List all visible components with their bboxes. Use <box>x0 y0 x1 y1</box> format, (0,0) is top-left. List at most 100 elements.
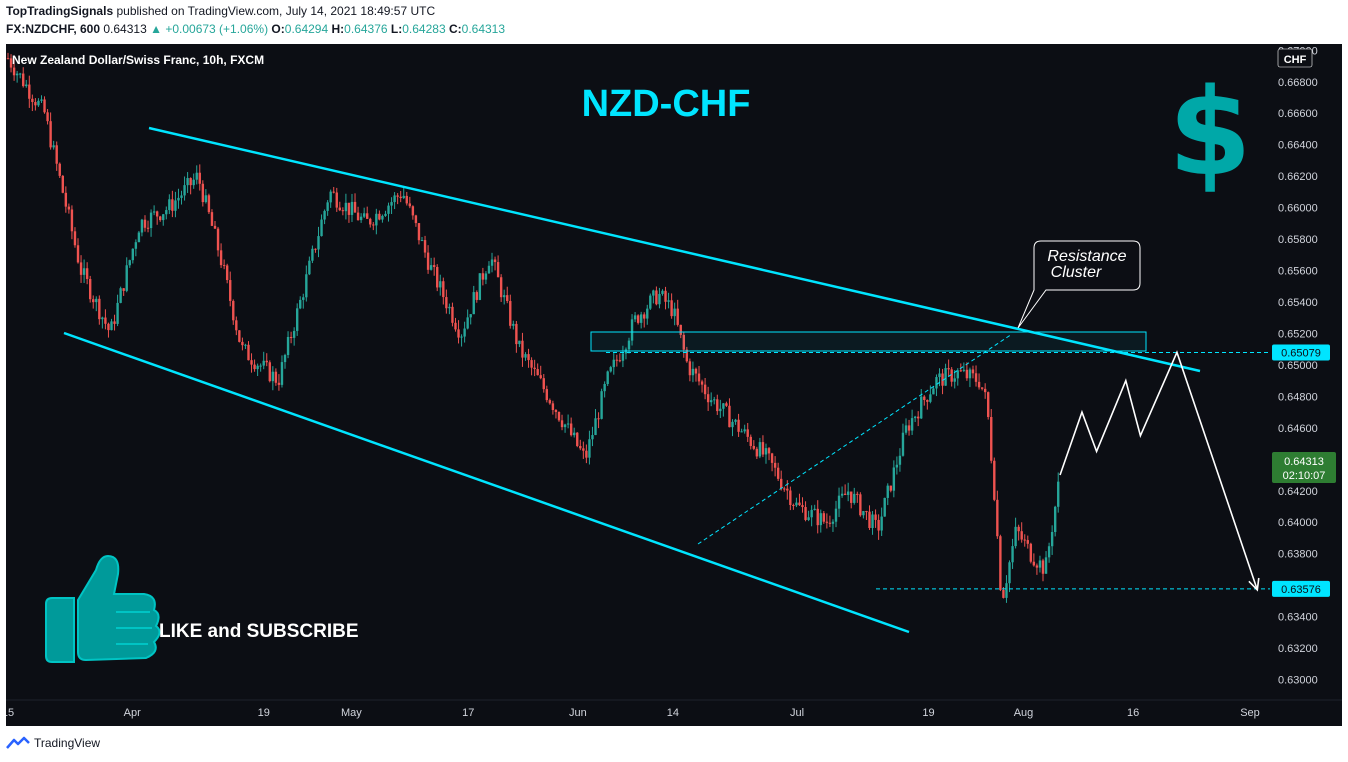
resistance-zone[interactable] <box>590 331 1147 352</box>
candle-body-63 <box>198 172 201 184</box>
thumbs-up-icon[interactable] <box>45 554 161 663</box>
symbol-label: FX:NZDCHF, 600 <box>6 22 101 36</box>
low-value: 0.64283 <box>402 22 446 36</box>
candle-body-241 <box>740 431 743 433</box>
candle-body-25 <box>82 268 86 275</box>
candle-body-78 <box>244 344 247 346</box>
candle-body-240 <box>737 419 740 432</box>
candle-body-269 <box>825 521 829 523</box>
candle-body-229 <box>703 384 707 395</box>
candle-body-343 <box>1050 531 1054 547</box>
candle-body-38 <box>122 288 125 291</box>
candle-body-88 <box>274 371 278 383</box>
candle-body-160 <box>493 259 497 263</box>
projection-line[interactable] <box>1059 350 1259 591</box>
candle-body-225 <box>691 368 695 376</box>
candle-body-216 <box>664 290 667 302</box>
candle-body-286 <box>877 519 880 531</box>
publish-info: published on TradingView.com, July 14, 2… <box>116 4 436 18</box>
candle-body-247 <box>758 442 762 457</box>
candle-body-272 <box>834 508 838 522</box>
candle-body-139 <box>429 265 433 270</box>
candle-body-172 <box>530 360 533 368</box>
pair-heading: NZD-CHF <box>582 83 751 125</box>
candle-body-153 <box>472 292 475 315</box>
price-chart[interactable]: 0.670000.668000.666000.664000.662000.660… <box>6 44 1342 726</box>
candle-body-42 <box>134 242 138 249</box>
candle-body-270 <box>828 522 832 524</box>
candle-body-40 <box>128 260 131 266</box>
candle-body-200 <box>615 359 619 361</box>
candle-body-91 <box>283 355 287 363</box>
symbol-line: FX:NZDCHF, 600 0.64313 ▲ +0.00673 (+1.06… <box>6 22 505 36</box>
candle-body-245 <box>752 445 756 449</box>
candle-body-288 <box>883 497 886 517</box>
candle-body-335 <box>1026 540 1029 544</box>
candle-body-201 <box>618 360 622 362</box>
candle-body-7 <box>28 84 31 99</box>
candle-body-57 <box>180 195 183 198</box>
candle-body-150 <box>463 328 466 337</box>
candle-body-281 <box>862 511 865 516</box>
candle-body-192 <box>591 435 594 440</box>
candle-body-238 <box>731 421 734 428</box>
candle-body-199 <box>612 359 615 368</box>
candle-body-26 <box>85 268 89 279</box>
candle-body-158 <box>487 265 491 274</box>
projection-path <box>1059 350 1260 592</box>
candle-body-273 <box>837 495 841 509</box>
candle-body-283 <box>868 511 871 528</box>
price-tick-11: 0.64800 <box>1278 391 1318 403</box>
candle-body-18 <box>61 175 64 193</box>
candle-body-59 <box>186 178 189 186</box>
candle-body-86 <box>268 362 271 382</box>
candle-body-330 <box>1011 546 1014 563</box>
candle-body-334 <box>1023 539 1026 541</box>
candle-body-257 <box>789 490 792 505</box>
currency-badge <box>1277 48 1313 68</box>
channel-upper-line[interactable] <box>148 126 1201 373</box>
open-value: 0.64294 <box>284 22 329 36</box>
candle-body-65 <box>204 195 208 203</box>
candle-body-46 <box>146 227 150 229</box>
candle-body-70 <box>219 250 223 266</box>
candle-body-56 <box>177 197 180 201</box>
candle-body-290 <box>889 485 892 491</box>
candle-body-204 <box>627 340 631 350</box>
channel-lower-line[interactable] <box>63 331 910 634</box>
candle-body-97 <box>302 297 305 300</box>
candle-body-110 <box>341 210 345 212</box>
candle-body-214 <box>658 293 661 305</box>
resistance-callout[interactable] <box>1017 240 1141 329</box>
candle-body-103 <box>320 219 323 237</box>
candle-body-169 <box>521 340 524 358</box>
candle-body-315 <box>965 369 969 379</box>
author-name[interactable]: TopTradingSignals <box>6 4 114 18</box>
candle-body-296 <box>907 425 911 431</box>
candle-body-230 <box>706 394 710 403</box>
candle-body-130 <box>402 195 405 199</box>
candle-body-228 <box>700 381 704 385</box>
candle-body-173 <box>533 367 536 370</box>
candle-body-100 <box>311 248 314 261</box>
candle-body-168 <box>518 340 521 345</box>
candle-body-128 <box>396 195 399 197</box>
candle-body-121 <box>375 213 378 226</box>
candle-body-45 <box>143 219 147 228</box>
tradingview-footer[interactable]: TradingView <box>6 736 100 750</box>
candle-body-249 <box>764 448 768 455</box>
candle-body-12 <box>43 99 46 113</box>
candle-body-122 <box>378 213 381 220</box>
candle-body-72 <box>225 265 229 281</box>
candle-body-148 <box>457 329 460 338</box>
candle-body-342 <box>1047 546 1051 558</box>
candle-body-131 <box>405 195 408 204</box>
candle-body-223 <box>685 349 689 362</box>
candle-body-318 <box>974 373 978 382</box>
price-axis-panel[interactable] <box>1270 44 1342 726</box>
candle-body-217 <box>667 300 670 302</box>
candle-body-243 <box>746 429 749 437</box>
candle-body-152 <box>469 314 472 318</box>
candle-body-205 <box>630 319 634 341</box>
candle-body-227 <box>697 373 701 382</box>
